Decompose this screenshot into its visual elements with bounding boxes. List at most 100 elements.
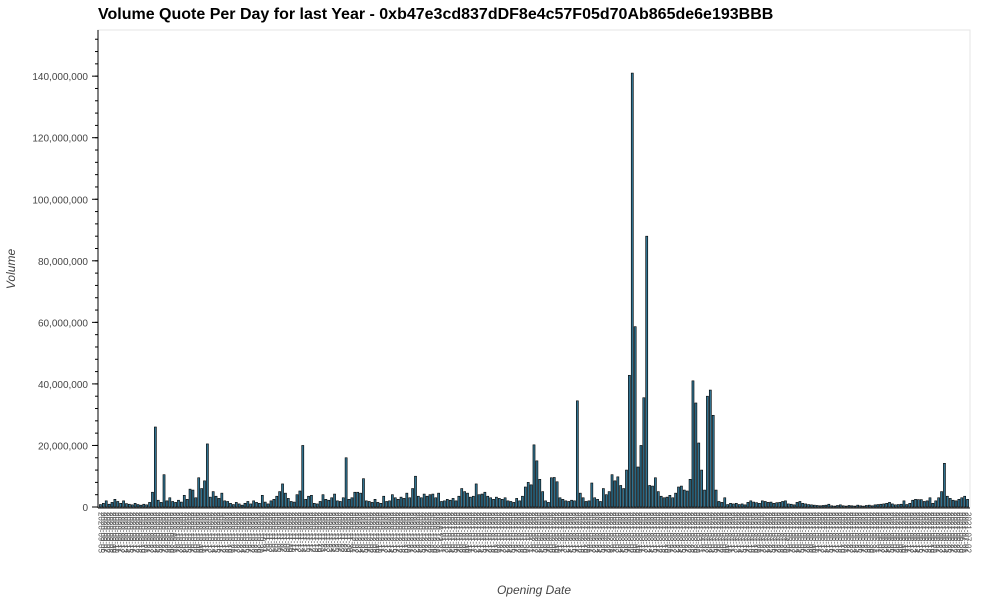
x-tick-label: 2021-02-25 — [596, 512, 605, 553]
x-tick-label: 2020-09-17 — [131, 512, 140, 553]
x-tick-label: 2021-06-02 — [877, 512, 886, 553]
x-tick-label: 2021-01-27 — [513, 512, 522, 553]
bar — [732, 503, 735, 508]
x-tick-label: 2021-02-15 — [567, 512, 576, 553]
bar — [223, 500, 227, 508]
x-tick-label: 2021-02-26 — [599, 512, 608, 553]
bar — [865, 505, 868, 508]
x-tick-label: 2021-04-27 — [773, 512, 782, 553]
bar — [847, 505, 851, 508]
bar — [590, 482, 594, 508]
bar — [454, 500, 458, 508]
x-tick-label: 2021-06-28 — [952, 512, 961, 553]
x-tick-label: 2021-02-01 — [527, 512, 536, 553]
bar — [833, 505, 836, 508]
bar — [792, 504, 796, 508]
bar — [341, 497, 345, 508]
bar — [671, 497, 675, 508]
bar — [258, 503, 261, 508]
bar — [102, 503, 105, 508]
bar — [960, 497, 964, 508]
bar — [850, 505, 854, 508]
x-tick-label: 2021-04-18 — [747, 512, 756, 553]
bar — [599, 501, 602, 508]
bar — [402, 498, 406, 508]
x-tick-label: 2021-03-31 — [695, 512, 704, 553]
bar — [515, 498, 518, 508]
bar — [275, 495, 279, 508]
x-tick-label: 2020-09-24 — [151, 512, 160, 553]
x-tick-label: 2021-04-12 — [729, 512, 738, 553]
bar — [937, 497, 940, 508]
x-tick-label: 2021-04-09 — [721, 512, 730, 553]
bar — [310, 495, 313, 508]
x-tick-label: 2020-11-06 — [276, 512, 285, 553]
x-tick-label: 2020-12-22 — [408, 512, 417, 553]
x-tick-label: 2020-10-09 — [195, 512, 204, 553]
bar — [628, 374, 631, 508]
bar — [813, 504, 816, 508]
x-tick-label: 2020-12-13 — [382, 512, 391, 553]
x-tick-label: 2021-05-22 — [845, 512, 854, 553]
x-tick-label: 2021-03-24 — [674, 512, 683, 553]
bar — [593, 497, 597, 508]
bar — [177, 499, 180, 508]
bar — [610, 474, 614, 508]
bar — [720, 502, 724, 508]
x-tick-label: 2020-10-13 — [206, 512, 215, 553]
x-tick-label: 2021-04-19 — [750, 512, 759, 553]
bar — [856, 504, 860, 508]
x-tick-label: 2021-05-26 — [857, 512, 866, 553]
x-tick-label: 2020-12-05 — [359, 512, 368, 553]
bar — [746, 502, 750, 508]
x-tick-label: 2021-04-21 — [755, 512, 764, 553]
bar — [573, 500, 576, 508]
bar — [824, 504, 828, 508]
x-tick-label: 2021-04-24 — [764, 512, 773, 553]
x-tick-label: 2021-03-14 — [646, 512, 655, 553]
x-tick-label: 2020-10-02 — [174, 512, 183, 553]
bar — [619, 485, 623, 508]
bar — [943, 462, 946, 508]
bar — [246, 501, 250, 508]
bar — [500, 499, 504, 508]
x-tick-label: 2021-06-15 — [914, 512, 923, 553]
y-tick-label: 100,000,000 — [32, 195, 88, 206]
bar — [639, 445, 643, 508]
bar — [128, 503, 131, 508]
x-tick-label: 2020-11-20 — [316, 512, 325, 553]
x-axis-label: Opening Date — [496, 583, 572, 597]
bar — [662, 497, 666, 508]
x-tick-label: 2021-05-11 — [813, 512, 822, 553]
x-tick-label: 2020-12-18 — [397, 512, 406, 553]
x-tick-label: 2021-03-21 — [666, 512, 675, 553]
x-tick-label: 2021-01-14 — [475, 512, 484, 553]
bar — [116, 501, 120, 508]
bar — [581, 497, 585, 508]
x-tick-label: 2021-03-15 — [648, 512, 657, 553]
bar — [908, 503, 912, 508]
x-tick-label: 2021-05-14 — [822, 512, 831, 553]
x-tick-labels: 2020-09-052020-09-062020-09-072020-09-08… — [96, 512, 972, 553]
x-tick-label: 2021-01-21 — [495, 512, 504, 553]
x-tick-label: 2020-10-01 — [171, 512, 180, 553]
x-tick-label: 2021-01-07 — [455, 512, 464, 553]
x-tick-label: 2020-10-18 — [221, 512, 230, 553]
bar — [752, 501, 756, 508]
x-tick-label: 2021-01-23 — [501, 512, 510, 553]
x-tick-label: 2020-10-28 — [250, 512, 259, 553]
x-tick-label: 2021-02-16 — [570, 512, 579, 553]
bar — [922, 501, 926, 508]
x-tick-label: 2021-06-06 — [888, 512, 897, 553]
bar — [324, 499, 328, 508]
x-tick-label: 2020-11-17 — [307, 512, 316, 553]
bar — [523, 486, 527, 508]
x-tick-label: 2021-06-13 — [909, 512, 918, 553]
x-tick-label: 2020-11-04 — [270, 512, 279, 553]
bar — [292, 501, 296, 508]
bar — [547, 502, 550, 508]
x-tick-label: 2021-06-12 — [906, 512, 915, 553]
x-tick-label: 2020-11-14 — [299, 512, 308, 553]
x-tick-label: 2021-05-18 — [833, 512, 842, 553]
bar — [136, 504, 140, 508]
